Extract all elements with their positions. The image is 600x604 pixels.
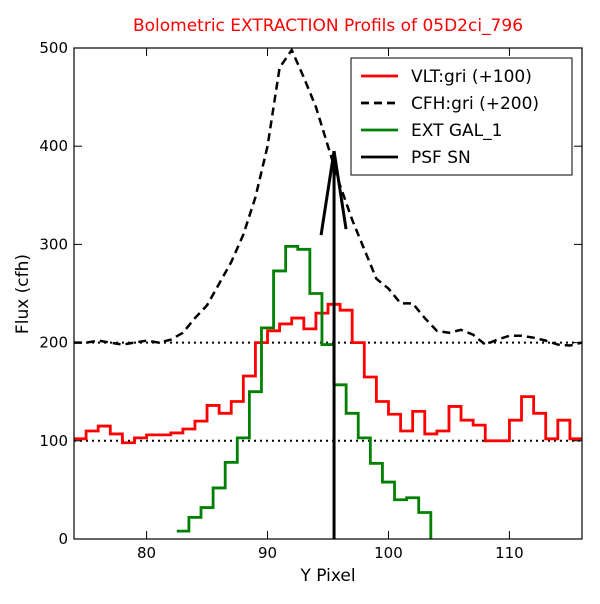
x-tick-label-90: 90 (258, 544, 277, 562)
x-tick-label-100: 100 (374, 544, 403, 562)
legend-box (350, 57, 573, 176)
series-3-psf-head-left (319, 150, 336, 236)
y-tick-label-0: 0 (58, 530, 68, 548)
axes-frame (73, 47, 583, 540)
legend-label-0: VLT:gri (+100) (411, 67, 532, 87)
series-2-ext-line (176, 244, 433, 539)
chart-title: Bolometric EXTRACTION Profils of 05D2ci_… (133, 16, 523, 36)
legend-label-1: CFH:gri (+200) (411, 94, 539, 114)
legend: VLT:gri (+100) CFH:gri (+200) EXT GAL_1 PSF… (350, 57, 573, 176)
y-tick-label-400: 400 (39, 137, 68, 155)
series-0-vlt-line (74, 302, 582, 445)
legend-label-2: EXT GAL_1 (411, 121, 502, 141)
legend-label-3: PSF SN (411, 148, 471, 168)
y-tick-label-100: 100 (39, 432, 68, 450)
series-3-psf-head-right (332, 150, 348, 230)
x-tick-label-80: 80 (137, 544, 156, 562)
series-1-cfh-line (74, 48, 582, 347)
x-tick-label-110: 110 (495, 544, 524, 562)
plot-area: 80 90 100 110 0 100 200 300 400 500 (39, 39, 583, 562)
y-tick-label-300: 300 (39, 235, 68, 253)
y-tick-label-500: 500 (39, 39, 68, 57)
y-tick-label-200: 200 (39, 334, 68, 352)
x-axis-label: Y Pixel (299, 566, 355, 586)
y-axis-label: Flux (cfh) (13, 254, 33, 334)
